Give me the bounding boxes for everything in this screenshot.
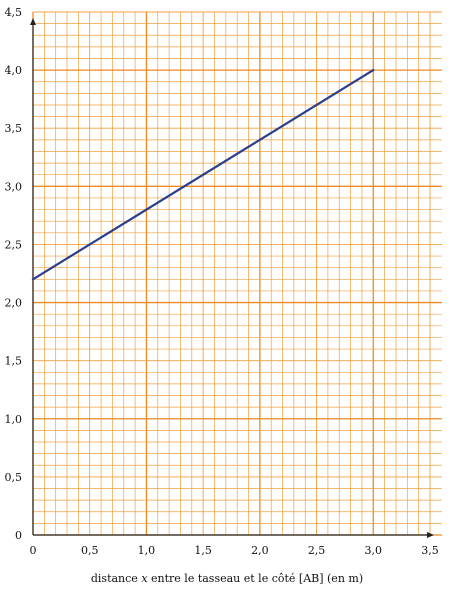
x-axis-label-variable: x xyxy=(141,572,148,585)
y-tick-label: 0,5 xyxy=(5,471,23,484)
y-tick-label: 4,5 xyxy=(5,6,23,19)
x-axis-arrow xyxy=(427,532,434,538)
y-tick-label: 0 xyxy=(15,529,22,542)
x-axis-label-after: entre le tasseau et le côté [AB] (en m) xyxy=(148,572,364,585)
x-tick-label: 1,5 xyxy=(194,544,212,557)
x-axis-label-before: distance xyxy=(91,572,141,585)
y-tick-label: 4,0 xyxy=(5,64,23,77)
x-tick-label: 3,5 xyxy=(421,544,439,557)
x-tick-label: 0,5 xyxy=(81,544,99,557)
grid xyxy=(32,11,442,536)
series xyxy=(31,69,375,281)
y-tick-label: 1,0 xyxy=(5,413,23,426)
x-tick-label: 3,0 xyxy=(365,544,383,557)
y-tick-label: 2,5 xyxy=(5,238,23,251)
x-tick-label: 2,0 xyxy=(251,544,269,557)
tick-labels: 0 0,5 1,0 1,5 2,0 2,5 3,0 3,5 0 0,5 1,0 1,5 2,0 2,5 3,… xyxy=(5,6,439,557)
x-tick-label: 1,0 xyxy=(138,544,156,557)
x-tick-label: 0 xyxy=(30,544,37,557)
y-tick-label: 1,5 xyxy=(5,355,23,368)
x-tick-label: 2,5 xyxy=(308,544,326,557)
series-line xyxy=(31,69,375,281)
x-axis-label: distance x entre le tasseau et le côté [… xyxy=(91,572,363,585)
axes xyxy=(30,18,434,538)
y-tick-label: 3,0 xyxy=(5,180,23,193)
y-axis-arrow xyxy=(30,18,36,25)
y-tick-label: 3,5 xyxy=(5,122,23,135)
y-tick-label: 2,0 xyxy=(5,297,23,310)
